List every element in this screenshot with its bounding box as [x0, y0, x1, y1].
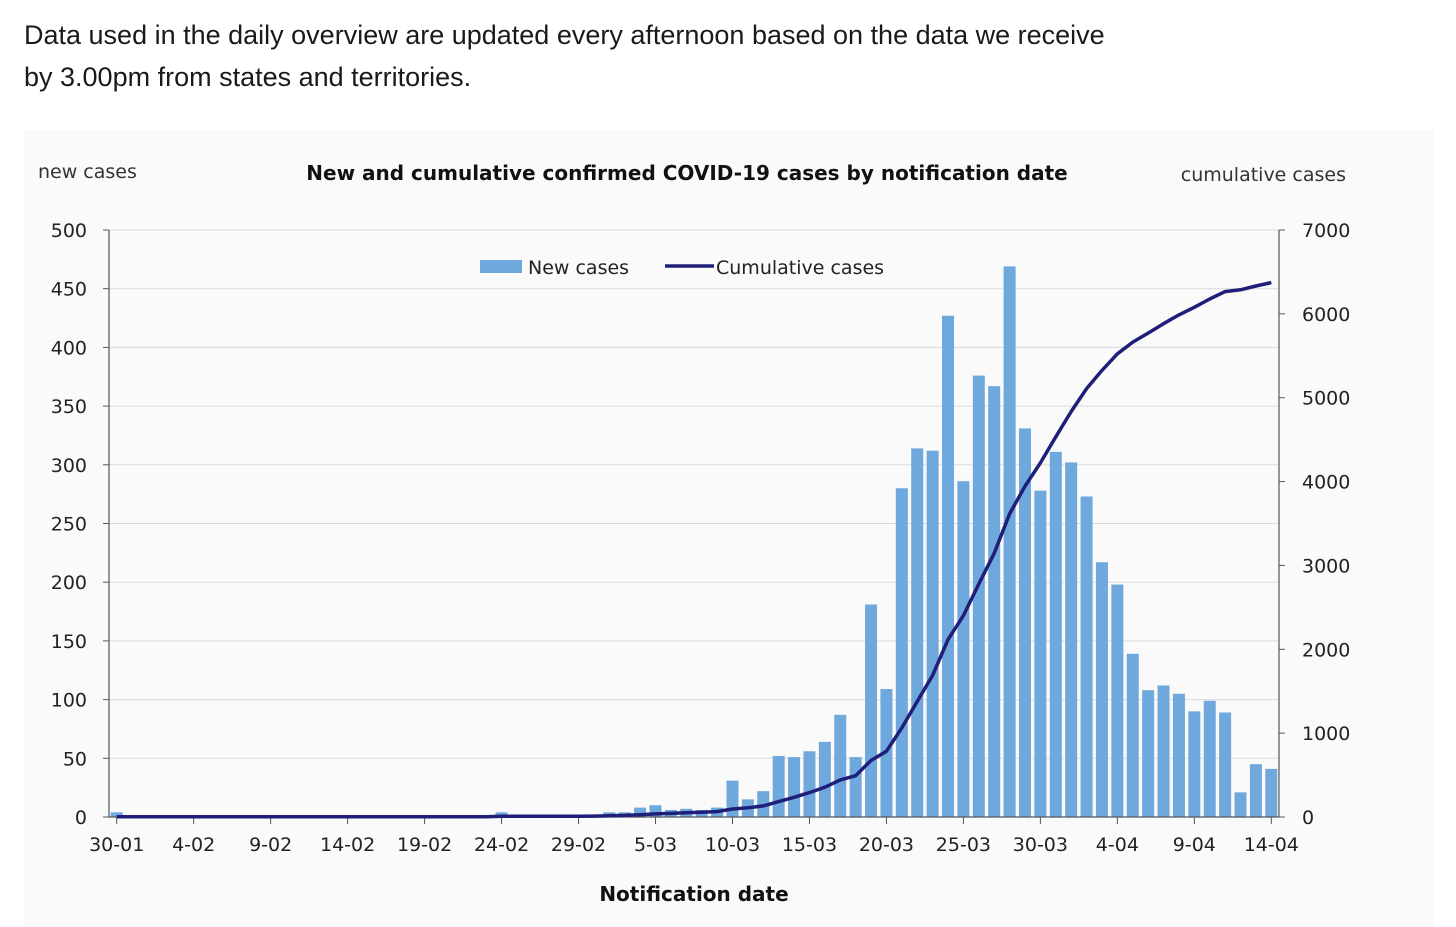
left-tick-label: 450: [51, 279, 87, 301]
bar: [1111, 584, 1124, 817]
bar: [818, 741, 831, 817]
bar: [1219, 712, 1232, 817]
x-tick-label: 4-02: [172, 834, 215, 856]
x-tick-label: 19-02: [397, 834, 452, 856]
right-tick-label: 3000: [1302, 555, 1350, 577]
chart-svg: 0 50 100 150 200 250 300 350 400 450 500 0 1000 2000…: [38, 161, 1350, 906]
right-tick-label: 0: [1302, 807, 1314, 829]
left-tick-label: 250: [51, 514, 87, 536]
bar: [726, 780, 739, 817]
left-tick-label: 400: [51, 337, 87, 359]
left-tick-label: 200: [51, 572, 87, 594]
legend-new-cases-label: New cases: [528, 257, 629, 279]
bar: [110, 812, 123, 817]
bar: [895, 488, 908, 817]
right-tick-label: 7000: [1302, 220, 1350, 242]
left-tick-label: 100: [51, 690, 87, 712]
right-tick-label: 4000: [1302, 472, 1350, 494]
right-axis-title: cumulative cases: [1181, 164, 1346, 186]
intro-line-2: by 3.00pm from states and territories.: [24, 62, 472, 92]
left-axis-title: new cases: [38, 161, 137, 183]
bar: [757, 791, 770, 817]
x-tick-label: 30-03: [1013, 834, 1068, 856]
x-tick-label: 24-02: [474, 834, 529, 856]
bar: [1249, 764, 1262, 817]
x-tick-label: 14-04: [1244, 834, 1299, 856]
bar: [803, 751, 816, 817]
bar: [1234, 792, 1247, 817]
bar: [1080, 496, 1093, 817]
bar: [772, 755, 785, 817]
x-tick-label: 9-04: [1173, 834, 1216, 856]
bar: [849, 757, 862, 817]
x-tick-label: 29-02: [551, 834, 606, 856]
bar: [1095, 562, 1108, 817]
bar: [1172, 693, 1185, 817]
legend: New cases Cumulative cases: [480, 257, 884, 279]
bar: [634, 807, 647, 817]
bar: [1203, 700, 1216, 817]
legend-new-cases-swatch: [480, 260, 522, 273]
left-tick-label: 350: [51, 396, 87, 418]
bar: [1034, 490, 1047, 817]
bar: [1126, 653, 1139, 817]
right-tick-label: 2000: [1302, 639, 1350, 661]
x-tick-label: 15-03: [782, 834, 837, 856]
intro-line-1: Data used in the daily overview are upda…: [24, 20, 1105, 50]
bar: [926, 450, 939, 817]
right-tick-label: 5000: [1302, 388, 1350, 410]
chart-title: New and cumulative confirmed COVID-19 ca…: [306, 161, 1067, 185]
x-tick-label: 5-03: [634, 834, 677, 856]
left-tick-label: 50: [63, 748, 87, 770]
bar: [1003, 266, 1016, 817]
legend-cumulative-label: Cumulative cases: [716, 257, 884, 279]
x-tick-label: 30-01: [89, 834, 144, 856]
bar: [865, 604, 878, 817]
right-tick-label: 6000: [1302, 304, 1350, 326]
cumulative-cases-line: [116, 280, 1272, 819]
bar: [1188, 711, 1201, 817]
bar: [834, 714, 847, 817]
x-tick-label: 20-03: [859, 834, 914, 856]
x-axis-title: Notification date: [599, 882, 788, 906]
bar: [1265, 768, 1278, 817]
bar: [1157, 685, 1170, 817]
right-tick-label: 1000: [1302, 723, 1350, 745]
bar: [788, 757, 801, 817]
chart-container: 0 50 100 150 200 250 300 350 400 450 500 0 1000 2000…: [24, 130, 1434, 927]
bar: [1049, 451, 1062, 817]
bar: [942, 315, 955, 817]
intro-text: Data used in the daily overview are upda…: [24, 14, 1224, 98]
bar: [957, 481, 970, 817]
x-tick-label: 9-02: [249, 834, 292, 856]
left-tick-label: 300: [51, 455, 87, 477]
left-axis-ticks: 0 50 100 150 200 250 300 350 400 450 500: [51, 220, 109, 829]
left-tick-label: 150: [51, 631, 87, 653]
bar: [972, 375, 985, 817]
x-tick-label: 25-03: [936, 834, 991, 856]
bar: [911, 448, 924, 817]
bar: [649, 805, 662, 817]
right-axis-ticks: 0 1000 2000 3000 4000 5000 6000 7000: [1279, 220, 1350, 829]
x-tick-label: 4-04: [1096, 834, 1139, 856]
x-tick-label: 14-02: [320, 834, 375, 856]
left-tick-label: 500: [51, 220, 87, 242]
bars-new-cases: [110, 266, 1278, 817]
left-tick-label: 0: [75, 807, 87, 829]
bar: [1065, 462, 1078, 817]
bar: [1018, 428, 1031, 817]
x-tick-label: 10-03: [705, 834, 760, 856]
gridlines: [109, 229, 1279, 759]
x-axis-ticks: 30-01 4-02 9-02 14-02 19-02 24-02 29-02 5-03 10-…: [89, 817, 1299, 856]
bar: [988, 386, 1001, 817]
bar: [1142, 690, 1155, 817]
